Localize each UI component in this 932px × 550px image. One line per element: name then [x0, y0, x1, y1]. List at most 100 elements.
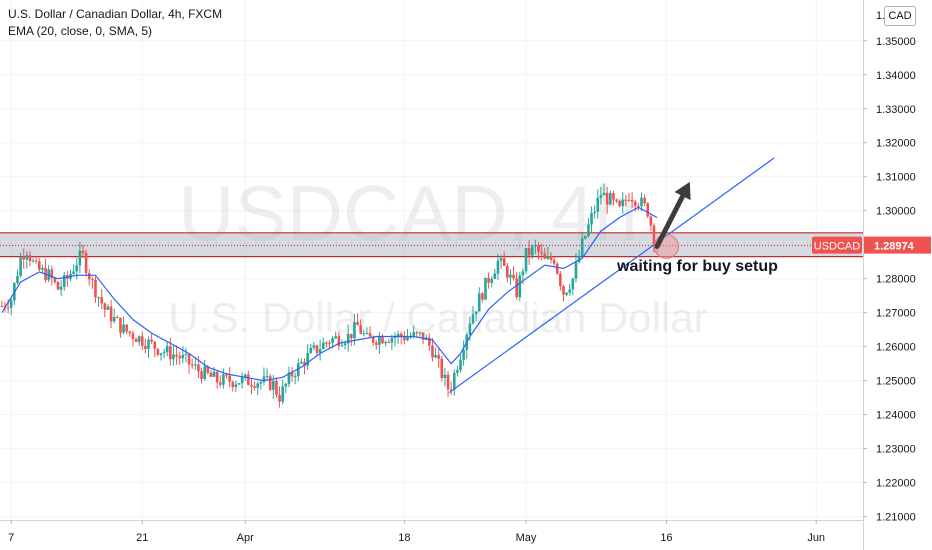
candle-body — [487, 277, 490, 283]
candle-body — [156, 348, 160, 355]
candle-body — [334, 336, 338, 339]
candle-body — [300, 361, 303, 364]
candle-body — [437, 354, 440, 359]
candle-body — [502, 258, 506, 266]
candle-body — [22, 257, 26, 260]
price-tick-label: 1.30000 — [876, 206, 916, 218]
price-tick-label: 1.33000 — [876, 104, 916, 116]
price-tick-label: 1.35000 — [876, 36, 916, 48]
candle-body — [562, 286, 565, 295]
candle-body — [62, 275, 66, 287]
candle-body — [194, 364, 197, 366]
candle-body — [122, 324, 125, 333]
candle-body — [633, 201, 637, 206]
candle-body — [203, 366, 206, 380]
candle-body — [630, 199, 634, 202]
annotation-note: waiting for buy setup — [616, 258, 778, 275]
candle-body — [190, 364, 194, 366]
candle-body — [272, 380, 275, 390]
candle-body — [25, 255, 29, 260]
candle-body — [415, 332, 419, 334]
candle-body — [100, 297, 104, 304]
candle-body — [144, 345, 147, 350]
candle-body — [268, 376, 272, 390]
candle-body — [496, 260, 500, 274]
candle-body — [359, 325, 362, 334]
candle-body — [362, 333, 366, 335]
candle-body — [406, 337, 409, 341]
candle-body — [137, 336, 141, 343]
time-tick-label: Apr — [237, 532, 254, 544]
candle-body — [169, 346, 172, 360]
candle-body — [374, 342, 378, 345]
candle-body — [624, 199, 628, 201]
candle-body — [646, 203, 650, 217]
candle-body — [555, 263, 559, 274]
ema-line — [1, 206, 658, 382]
candle-body — [440, 358, 444, 379]
candle-body — [499, 258, 503, 261]
candle-body — [627, 199, 631, 201]
candle-body — [428, 337, 431, 346]
candle-body — [543, 253, 547, 259]
candle-body — [247, 374, 250, 385]
candle-body — [596, 197, 600, 212]
candle-body — [278, 395, 281, 402]
candle-body — [34, 260, 38, 262]
candle-body — [162, 352, 166, 354]
price-tick-label: 1.34000 — [876, 70, 916, 82]
candle-body — [356, 322, 359, 326]
trendline — [448, 157, 775, 394]
candle-body — [477, 293, 481, 312]
candle-body — [312, 345, 316, 348]
candle-body — [602, 192, 606, 196]
time-tick-label: 21 — [136, 532, 148, 544]
candle-body — [293, 376, 297, 378]
currency-button[interactable]: CAD — [884, 6, 916, 26]
candle-body — [209, 372, 213, 377]
candle-body — [159, 353, 163, 355]
candle-body — [106, 306, 110, 310]
candle-body — [443, 374, 447, 379]
candle-body — [38, 261, 41, 270]
candle-body — [378, 337, 381, 345]
candle-body — [574, 262, 578, 279]
candle-body — [318, 349, 322, 353]
candle-body — [87, 273, 91, 280]
candle-body — [387, 341, 391, 343]
candle-body — [493, 273, 497, 279]
price-tick-label: 1.25000 — [876, 376, 916, 388]
candle-body — [512, 274, 515, 279]
candle-body — [50, 269, 54, 279]
legend: U.S. Dollar / Canadian Dollar, 4h, FXCM … — [8, 6, 222, 40]
candle-body — [552, 259, 556, 264]
candle-body — [218, 382, 222, 385]
price-tick-label: 1.26000 — [876, 342, 916, 354]
time-tick-label: Jun — [807, 532, 825, 544]
candle-body — [9, 300, 13, 308]
candle-body — [303, 361, 306, 366]
candle-body — [175, 354, 178, 357]
candle-body — [119, 317, 122, 333]
price-badge-bg — [864, 236, 931, 254]
candle-body — [225, 374, 228, 376]
candle-body — [649, 216, 653, 226]
candle-body — [568, 289, 572, 293]
candle-body — [165, 346, 169, 353]
price-tick-label: 1.31000 — [876, 172, 916, 184]
candle-body — [549, 256, 553, 260]
candle-body — [41, 267, 44, 270]
candle-body — [521, 271, 525, 276]
indicator-label[interactable]: EMA (20, close, 0, SMA, 5) — [8, 24, 153, 38]
candle-body — [590, 213, 593, 225]
candle-body — [524, 248, 528, 272]
watermark-description: U.S. Dollar / Canadian Dollar — [168, 294, 707, 341]
candle-body — [381, 337, 384, 344]
candle-body — [481, 293, 484, 300]
symbol-title[interactable]: U.S. Dollar / Canadian Dollar, 4h, FXCM — [8, 7, 223, 21]
candle-body — [346, 333, 350, 344]
candle-body — [390, 337, 394, 343]
price-tick-label: 1.22000 — [876, 478, 916, 490]
forecast-arrow-shaft — [654, 187, 689, 249]
